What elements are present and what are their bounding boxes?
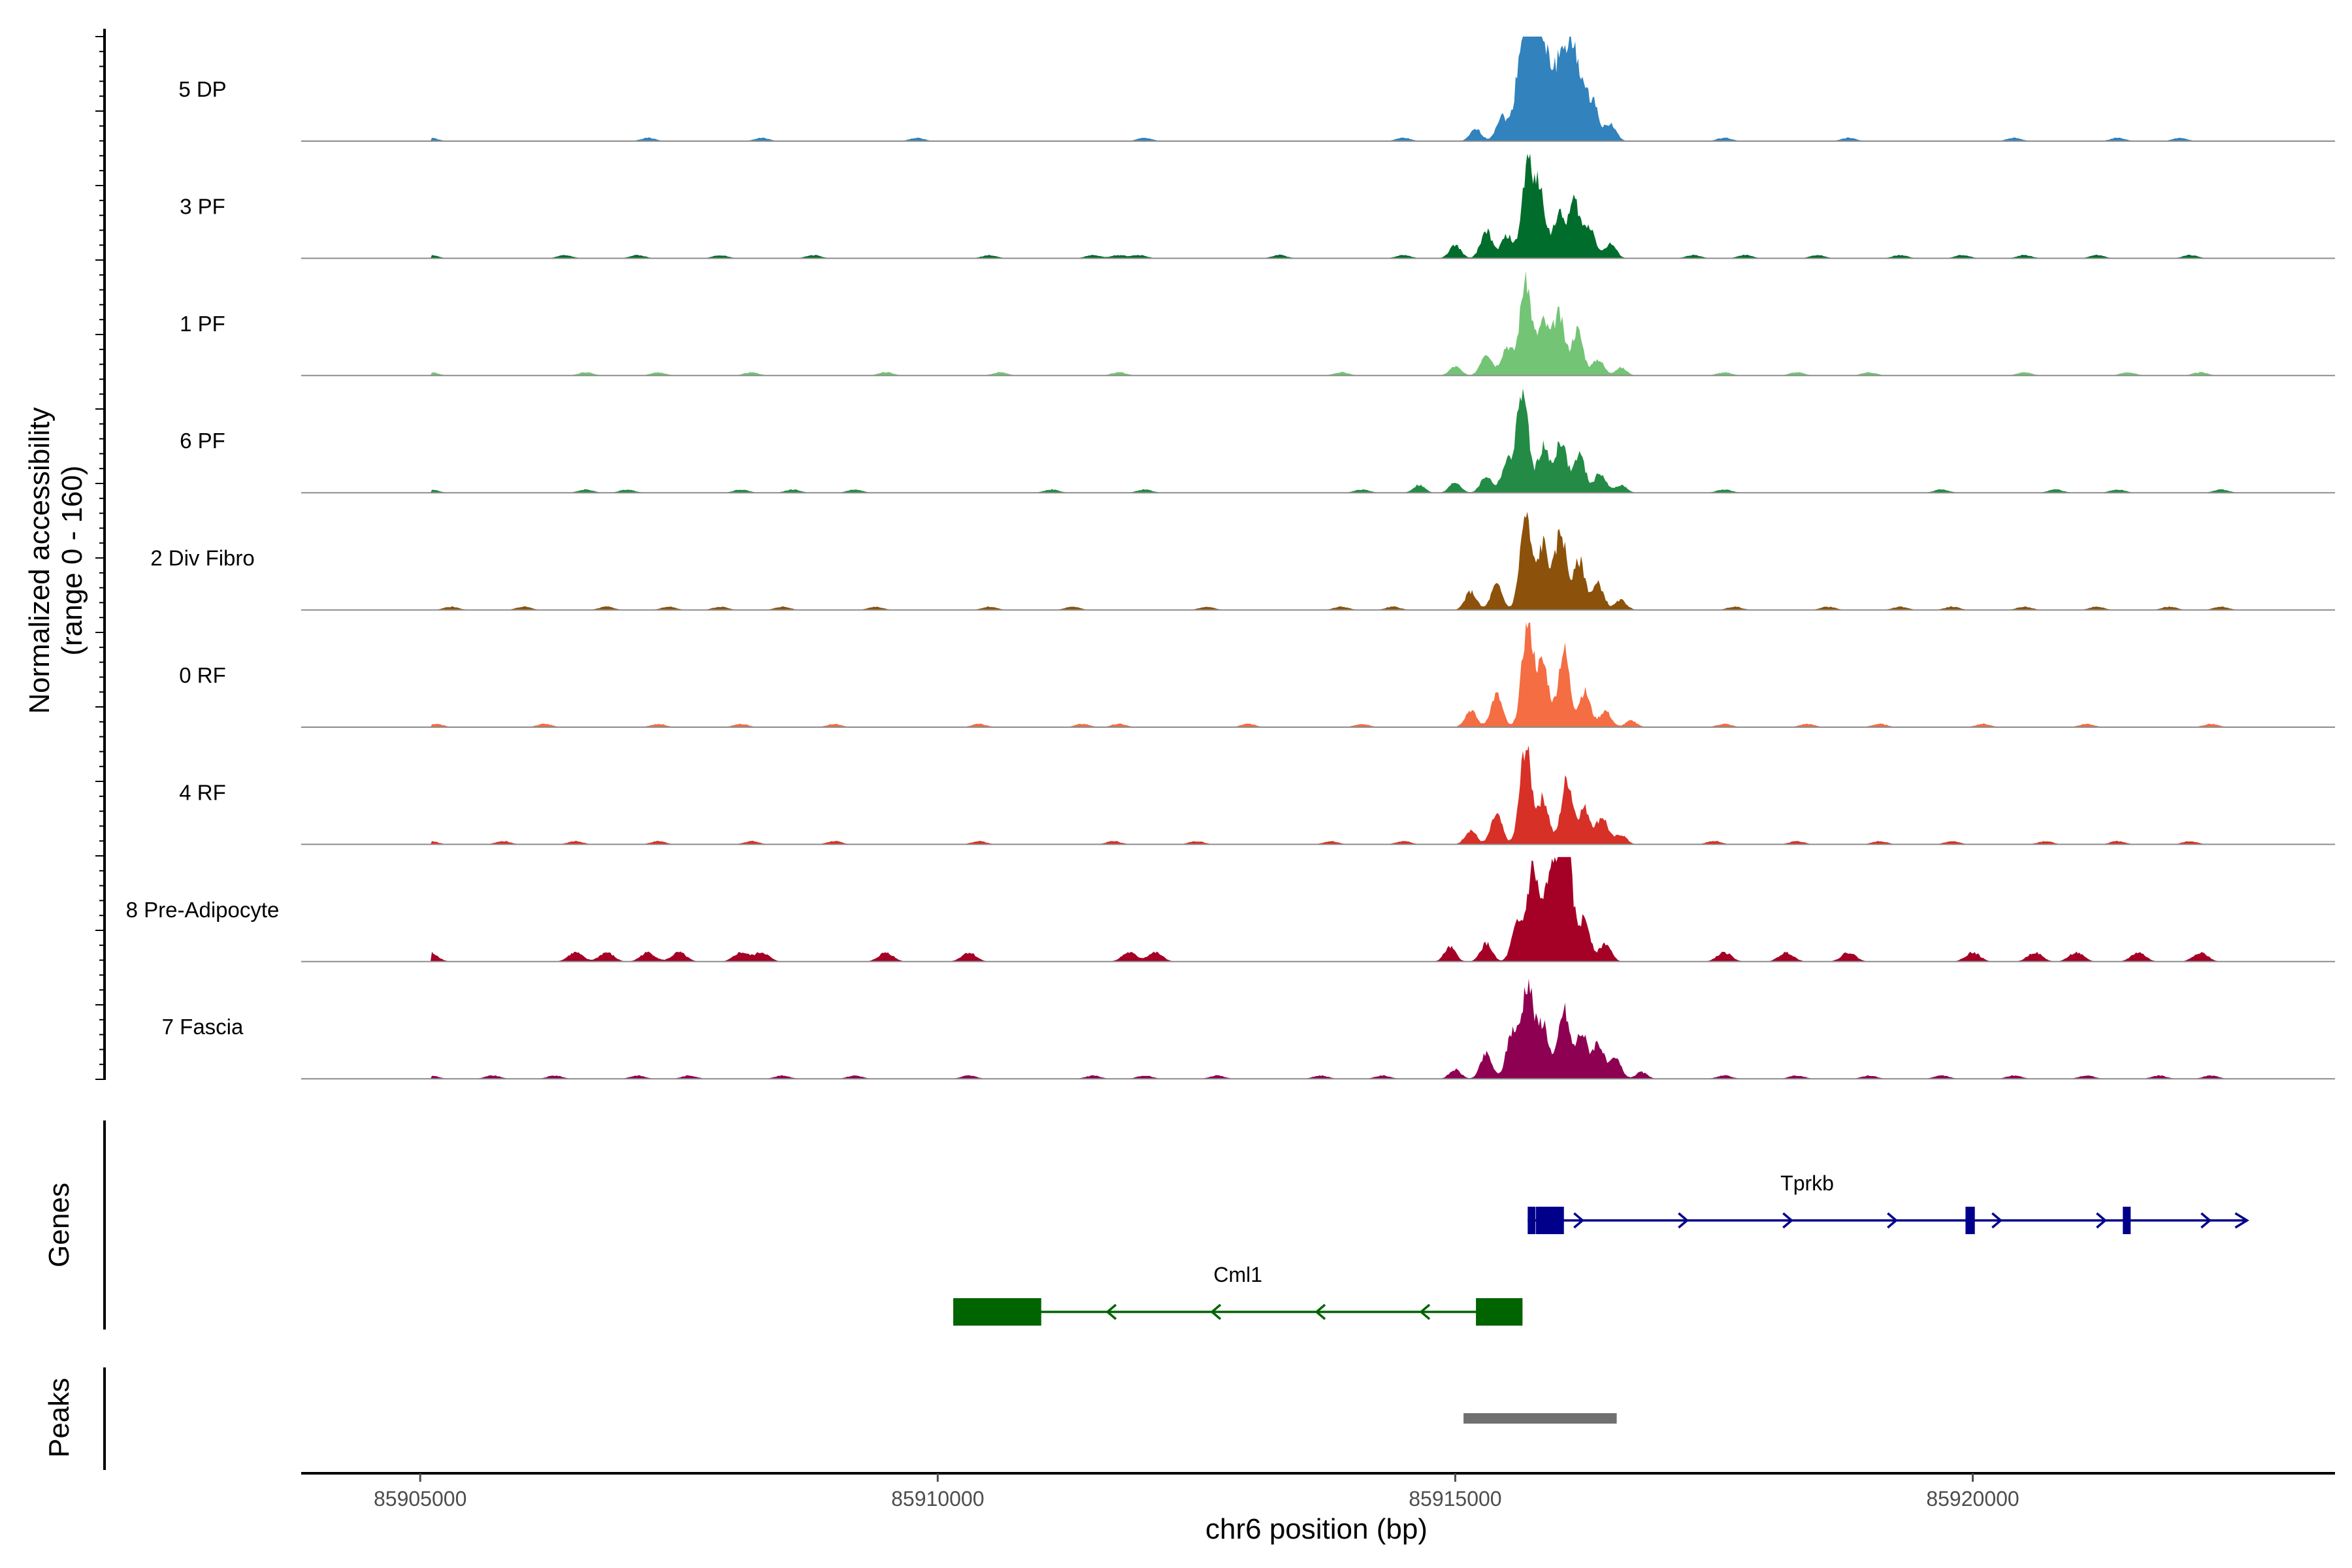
y-axis-range: (range 0 - 160) <box>56 465 88 655</box>
track-label: 2 Div Fibro <box>150 546 255 570</box>
genes-panel-title: Genes <box>43 1183 75 1267</box>
gene-exon <box>1527 1207 1536 1234</box>
coverage-area <box>301 745 2335 845</box>
x-tick-label: 85920000 <box>1926 1487 2019 1511</box>
coverage-area <box>301 623 2335 727</box>
x-tick-label: 85910000 <box>891 1487 984 1511</box>
peak-regions <box>1463 1413 1617 1424</box>
track-labels: 5 DP 3 PF 1 PF 6 PF 2 Div Fibro 0 RF 4 RF 8 Pre… <box>126 77 280 1039</box>
track-label: 8 Pre-Adipocyte <box>126 898 280 922</box>
strand-arrow <box>2200 1212 2212 1229</box>
track-label: 1 PF <box>180 312 225 336</box>
strand-arrow <box>1419 1303 1431 1320</box>
strand-arrow <box>1210 1303 1222 1320</box>
track-label: 5 DP <box>178 77 226 101</box>
strand-arrow <box>2096 1212 2108 1229</box>
track-label: 4 RF <box>179 780 226 804</box>
track-label: 7 Fascia <box>162 1015 244 1039</box>
track-label: 6 PF <box>180 429 225 453</box>
gene-label: Tprkb <box>1780 1171 1834 1195</box>
y-axis-title: Normalized accessibility <box>24 407 56 713</box>
x-tick-label: 85905000 <box>374 1487 466 1511</box>
gene-exon <box>1965 1207 1975 1234</box>
coverage-area <box>301 154 2335 259</box>
strand-arrow <box>1887 1212 1899 1229</box>
coverage-tracks <box>301 37 2335 1080</box>
x-axis-ticks: 85905000 85910000 85915000 85920000 <box>374 1473 2019 1511</box>
coverage-area <box>301 512 2335 610</box>
strand-arrow <box>1991 1212 2003 1229</box>
strand-arrow <box>1105 1303 1117 1320</box>
coverage-area <box>301 979 2335 1079</box>
coverage-area <box>301 37 2335 141</box>
gene-exon <box>953 1298 1041 1326</box>
gene-exon <box>1476 1298 1523 1326</box>
strand-arrow <box>1782 1212 1794 1229</box>
strand-arrow <box>1315 1303 1326 1320</box>
x-tick-label: 85915000 <box>1409 1487 1501 1511</box>
gene-exon <box>2123 1207 2131 1234</box>
gene-annotations: Tprkb Cml1 <box>953 1171 2249 1326</box>
track-label: 3 PF <box>180 194 225 218</box>
gene-exon <box>1535 1207 1564 1234</box>
x-axis-title: chr6 position (bp) <box>1205 1513 1428 1545</box>
strand-arrow <box>2234 1212 2249 1229</box>
coverage-area <box>301 388 2335 493</box>
track-label: 0 RF <box>179 663 226 687</box>
strand-arrow <box>1678 1212 1690 1229</box>
gene-label: Cml1 <box>1213 1263 1262 1286</box>
coverage-area <box>301 857 2335 962</box>
coverage-area <box>301 270 2335 376</box>
y-axis-ticks <box>95 36 105 1080</box>
strand-arrow <box>1001 1303 1013 1320</box>
strand-arrow <box>1573 1212 1585 1229</box>
peaks-panel-title: Peaks <box>43 1378 75 1458</box>
peak-region <box>1463 1413 1617 1424</box>
